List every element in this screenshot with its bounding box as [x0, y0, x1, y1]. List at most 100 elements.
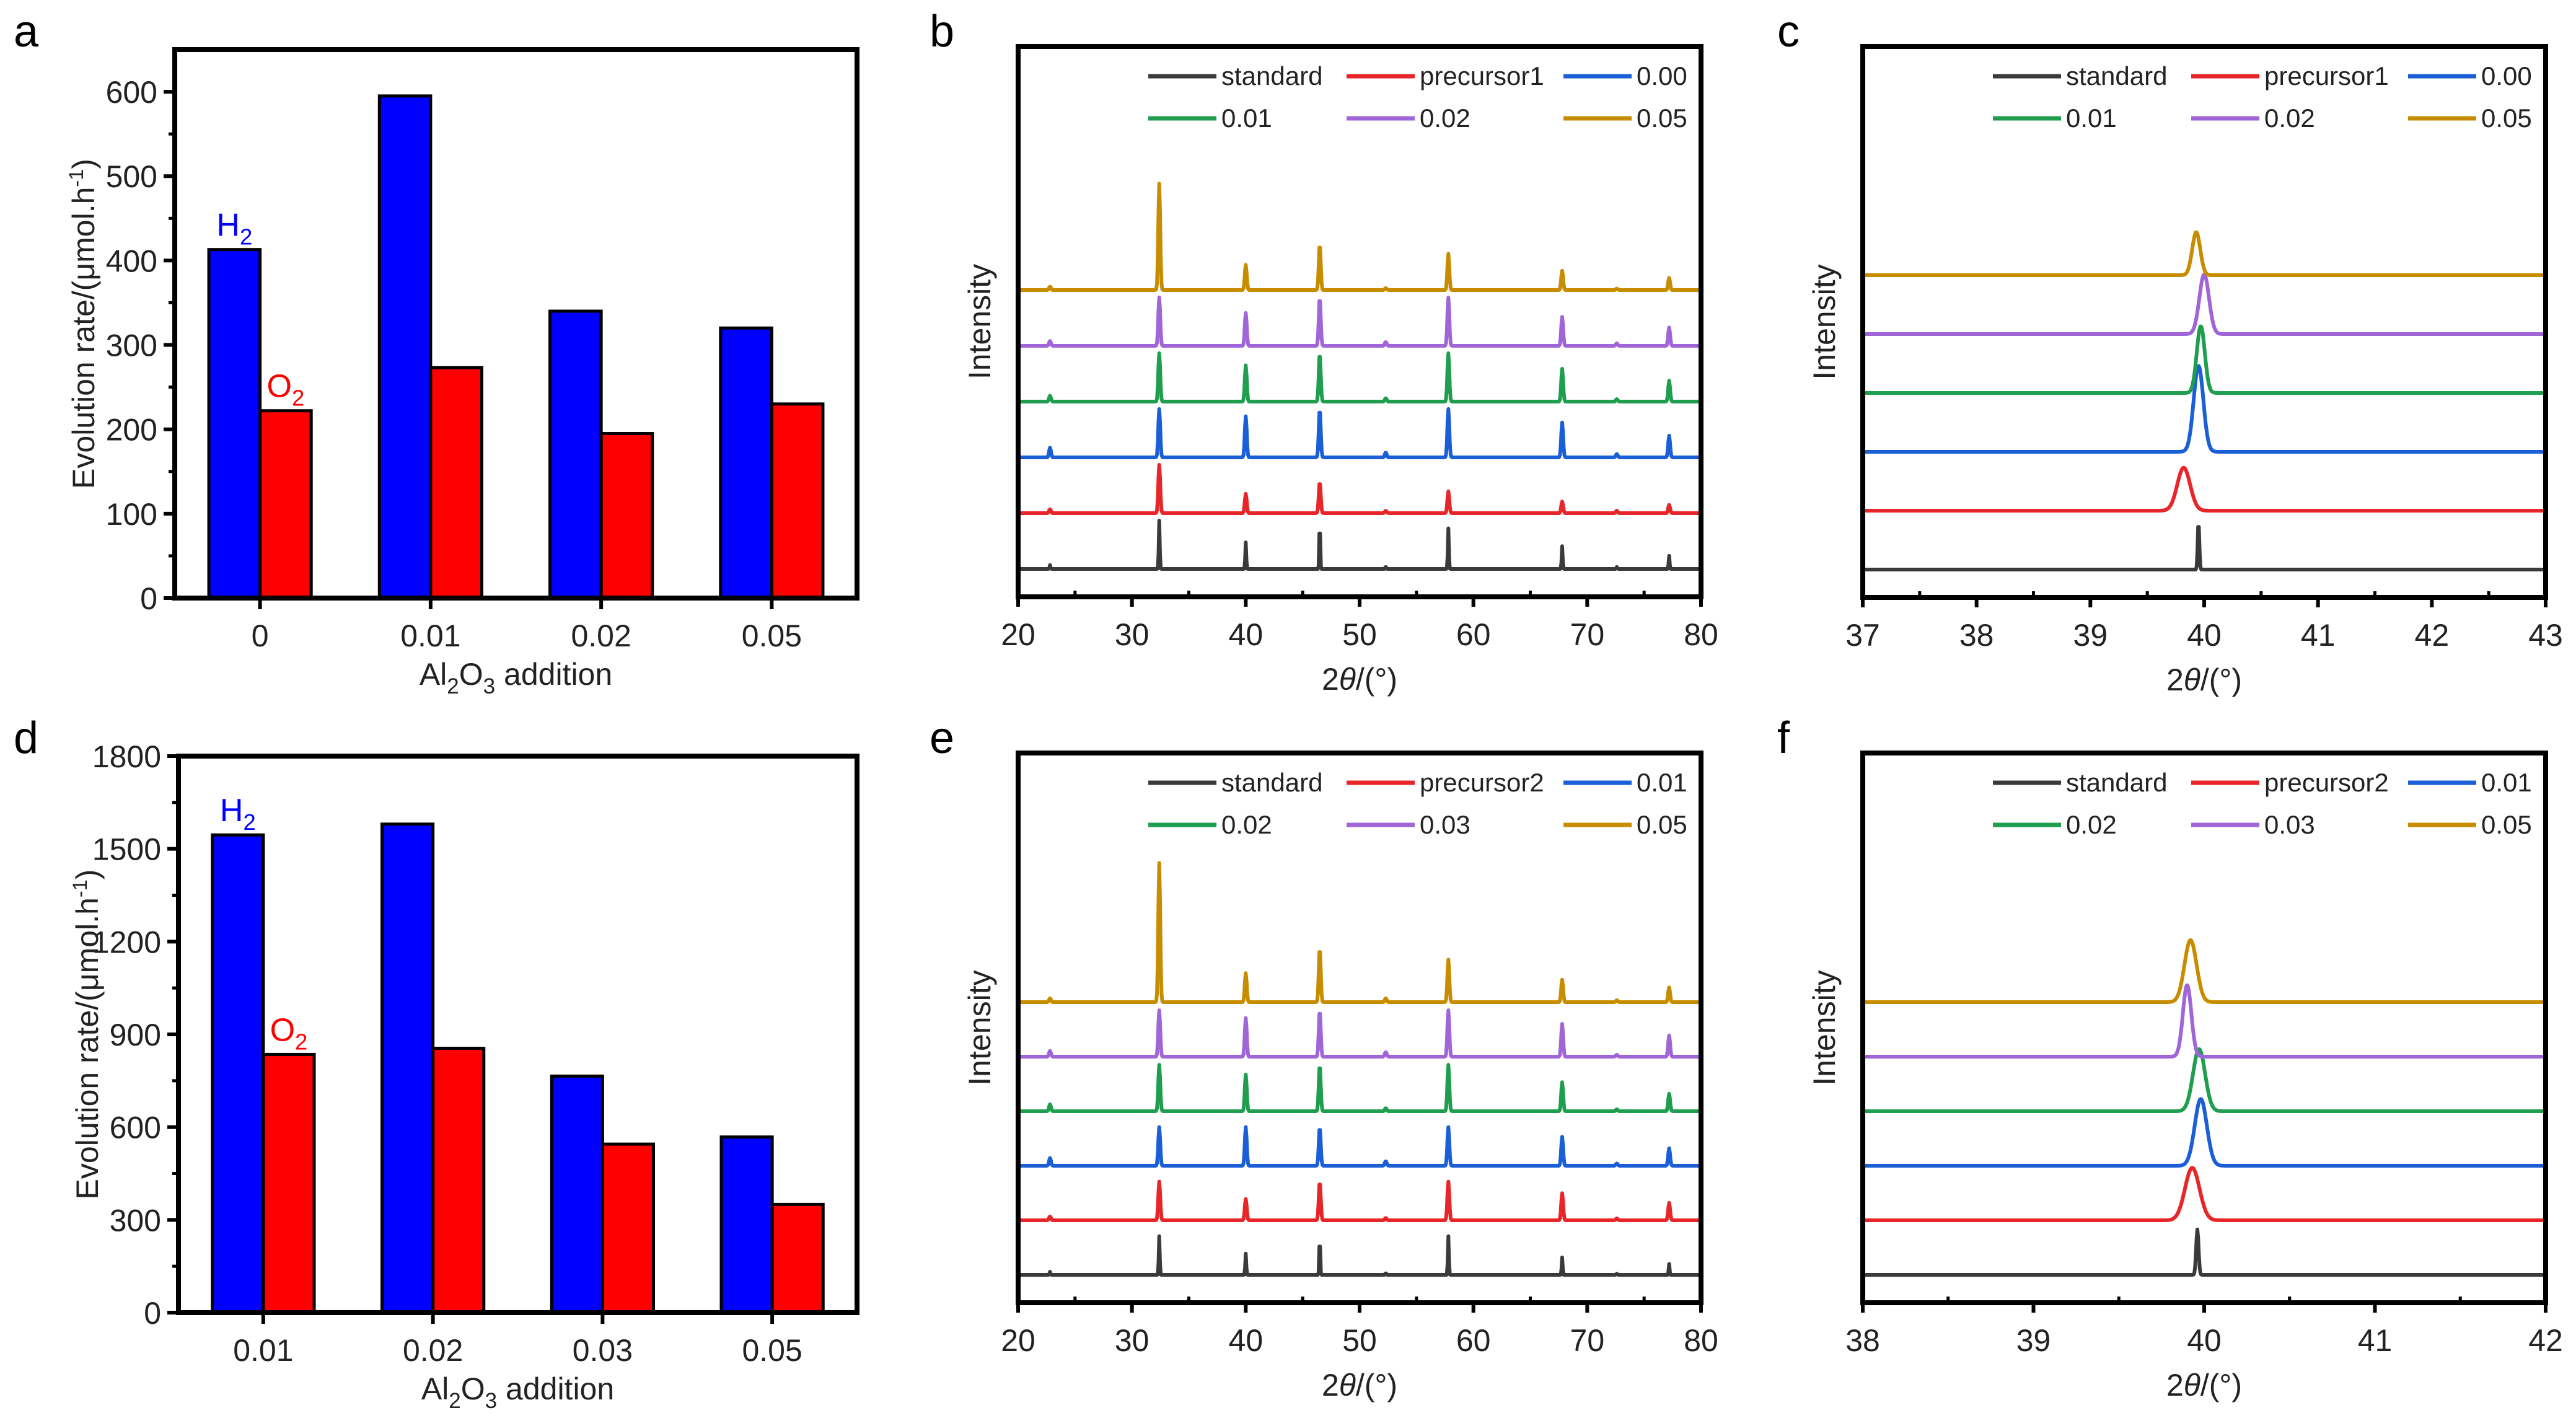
legend-label: 0.05 [2481, 103, 2532, 133]
bar-h2-0.03 [550, 1074, 604, 1315]
x-tick-label: 42 [2415, 618, 2450, 653]
legend-label: 0.00 [1637, 61, 1687, 90]
x-tick-label: 80 [1684, 617, 1718, 652]
series-line-0.02 [1862, 1047, 2547, 1113]
y-axis-title: Intensity [1807, 264, 1842, 379]
x-tick-label: 40 [1229, 617, 1264, 652]
legend-label: precursor2 [2264, 768, 2389, 797]
h2-annotation: H2​ [220, 793, 256, 835]
series-line-0.03 [1862, 984, 2547, 1059]
panel-label: f [1777, 713, 1790, 763]
y-tick-label: 0 [144, 1296, 161, 1331]
bar-o2-0.03 [600, 1142, 655, 1315]
x-tick-label: 38 [1959, 618, 1994, 653]
series-line-0.03 [1017, 1008, 1702, 1059]
y-tick-label: 600 [110, 1111, 161, 1145]
bar-o2-0 [258, 409, 313, 600]
plot-frame [172, 47, 859, 601]
x-tick-label: 20 [1001, 617, 1035, 652]
y-tick-label: 200 [106, 413, 157, 447]
legend: standard precursor2 0.01 0.02 0.03 0.05 [1993, 768, 2532, 839]
y-tick-label: 1800 [92, 739, 161, 774]
plot-frame [1016, 44, 1703, 599]
y-axis-title: Intensity [1807, 970, 1842, 1085]
legend-label: 0.02 [1221, 810, 1272, 839]
series-line-0.00 [1017, 407, 1702, 459]
bar-o2-0.05 [770, 1202, 825, 1315]
plot-frame [1860, 44, 2548, 600]
bar-o2-0.02 [431, 1046, 486, 1315]
x-tick-label: 30 [1115, 617, 1150, 652]
legend-label: 0.02 [2264, 103, 2315, 133]
y-axis-title: Evolution rate/(μmol.h-1​) [69, 870, 105, 1200]
bars [207, 94, 825, 600]
o2-annotation: O2​ [267, 369, 305, 411]
legend-label: 0.01 [2481, 768, 2532, 797]
y-tick-label: 0 [140, 581, 157, 616]
y-axis-title: Intensity [962, 970, 997, 1085]
x-tick-label: 70 [1570, 1323, 1605, 1358]
x-tick-label: 50 [1342, 1323, 1377, 1358]
x-axis-title: 2θ/(°) [2166, 663, 2242, 697]
y-tick-label: 1500 [92, 832, 161, 867]
x-tick-label: 0.02 [403, 1333, 463, 1368]
y-tick-label: 600 [106, 75, 157, 110]
panel-e: e 20 30 40 50 60 70 80 2θ/(°) Intensity standard pr… [930, 713, 1718, 1403]
x-tick-label: 42 [2528, 1323, 2563, 1358]
series-line-0.02 [1862, 272, 2547, 336]
y-tick-label: 100 [106, 497, 157, 532]
legend-label: 0.05 [1637, 810, 1687, 839]
series-line-0.02 [1017, 296, 1702, 348]
series-line-0.01 [1862, 1097, 2547, 1168]
series-line-0.05 [1017, 182, 1702, 292]
x-tick-label: 39 [2016, 1323, 2051, 1358]
series-line-0.01 [1017, 351, 1702, 403]
panel-label: c [1777, 7, 1800, 56]
series-line-standard [1017, 1234, 1702, 1277]
legend-label: 0.03 [1420, 810, 1470, 839]
x-tick-label: 60 [1456, 617, 1491, 652]
o2-annotation: O2​ [270, 1012, 308, 1054]
x-tick-label: 39 [2073, 618, 2108, 653]
x-axis-title: Al2​O3​ addition [420, 657, 612, 698]
series-line-0.02 [1017, 1063, 1702, 1113]
bar-h2-0.05 [719, 326, 773, 600]
series-lines [1017, 182, 1702, 571]
y-tick-label: 400 [106, 244, 157, 278]
y-tick-label: 1200 [92, 925, 161, 959]
panel-b: b 20 30 40 50 60 70 80 2θ/(°) Intensity standard pr… [930, 7, 1718, 697]
series-line-0.00 [1862, 364, 2547, 454]
series-line-0.01 [1862, 324, 2547, 395]
series-line-0.05 [1862, 231, 2547, 277]
legend: standard precursor2 0.01 0.02 0.03 0.05 [1148, 768, 1687, 839]
y-tick-label: 500 [106, 159, 157, 194]
x-tick-label: 38 [1845, 1323, 1880, 1358]
x-tick-label: 60 [1456, 1323, 1491, 1358]
x-tick-label: 40 [1229, 1323, 1264, 1358]
series-line-standard [1017, 519, 1702, 571]
x-tick-label: 0.05 [742, 619, 802, 653]
x-tick-label: 41 [2301, 618, 2336, 653]
plot-frame [176, 754, 859, 1315]
x-tick-label: 20 [1001, 1323, 1035, 1358]
x-tick-label: 0.05 [742, 1333, 802, 1368]
y-tick-label: 300 [110, 1203, 161, 1238]
x-tick-label: 40 [2187, 618, 2222, 653]
plot-frame [1860, 751, 2548, 1305]
panel-c: c 37 38 39 40 41 42 43 2θ/(°) Intensity standard pr… [1777, 7, 2563, 697]
bars [211, 822, 825, 1315]
legend-label: 0.03 [2264, 810, 2315, 839]
series-lines [1862, 938, 2547, 1277]
legend-label: standard [2066, 768, 2167, 797]
legend-label: precursor2 [1420, 768, 1544, 797]
series-line-precursor1 [1017, 463, 1702, 515]
panel-a: a 0 0.01 0.02 0.05 0 100 200 300 400 500 600 H2​ O2​ A… [14, 7, 859, 698]
x-tick-label: 80 [1684, 1323, 1718, 1358]
x-tick-label: 0 [252, 619, 269, 653]
x-tick-label: 0.02 [571, 619, 631, 653]
series-line-precursor2 [1862, 1166, 2547, 1222]
legend-label: 0.01 [1221, 103, 1272, 133]
x-axis-title: 2θ/(°) [2166, 1368, 2242, 1403]
x-tick-label: 30 [1115, 1323, 1150, 1358]
series-line-0.05 [1017, 861, 1702, 1004]
